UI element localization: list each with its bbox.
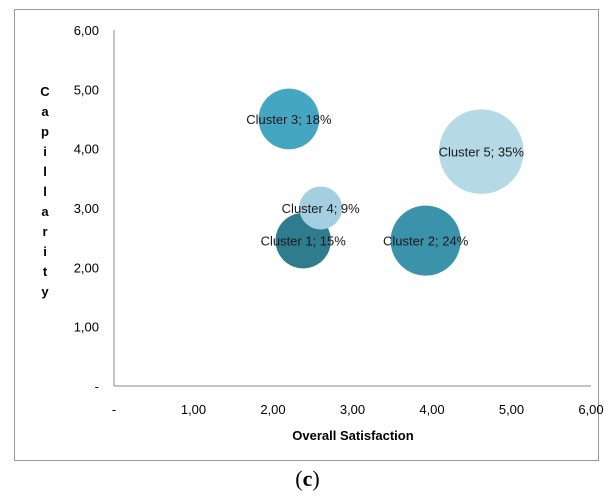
x-tick-label: - (112, 402, 116, 417)
bubble-chart: - 1,00 2,00 3,00 4,00 5,00 6,00 - 1,00 2,00 3,00 4,… (40, 23, 604, 443)
bubble-label-cluster-4: Cluster 4; 9% (282, 201, 360, 216)
x-tick-label: 3,00 (340, 402, 365, 417)
bubble-cluster-5 (438, 109, 524, 194)
x-tick-label: 1,00 (181, 402, 206, 417)
y-tick-label: - (95, 379, 99, 394)
bubble-label-cluster-5: Cluster 5; 35% (439, 145, 525, 160)
y-tick-label: 1,00 (74, 320, 99, 335)
figure-caption: (c) (295, 466, 320, 491)
axes-layer (113, 30, 591, 387)
y-tick-label: 5,00 (74, 82, 99, 97)
bubble-label-cluster-3: Cluster 3; 18% (246, 112, 332, 127)
bubble-cluster-2 (390, 205, 461, 276)
caption-letter: c (302, 466, 313, 491)
x-axis-title: Overall Satisfaction (292, 428, 413, 443)
bubble-label-cluster-2: Cluster 2; 24% (383, 234, 469, 249)
bubble-cluster-4 (299, 186, 343, 230)
bubble-label-cluster-1: Cluster 1; 15% (261, 234, 347, 249)
y-tick-label: 6,00 (74, 23, 99, 38)
x-tick-label: 6,00 (578, 402, 603, 417)
bubble-cluster-3 (258, 88, 320, 150)
x-tick-label: 2,00 (260, 402, 285, 417)
y-tick-label: 2,00 (74, 260, 99, 275)
y-tick-label: 3,00 (74, 201, 99, 216)
bubbles-layer (258, 88, 524, 276)
y-tick-label: 4,00 (74, 142, 99, 157)
bubble-labels-layer: Cluster 1; 15% Cluster 2; 24% Cluster 3; 1… (246, 112, 524, 249)
x-tick-label: 4,00 (419, 402, 444, 417)
ticks-layer: - 1,00 2,00 3,00 4,00 5,00 6,00 - 1,00 2,00 3,00 4,… (74, 23, 604, 417)
x-tick-label: 5,00 (499, 402, 524, 417)
